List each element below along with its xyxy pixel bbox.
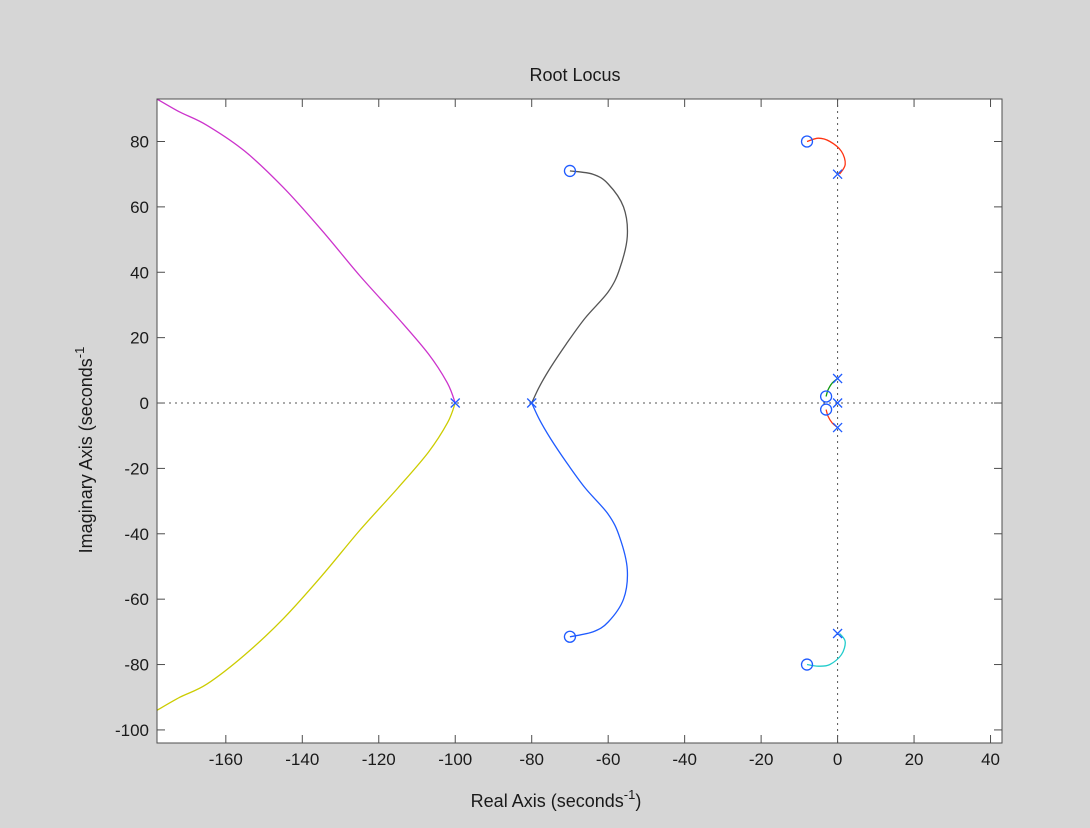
x-tick-label: -160 xyxy=(209,750,243,769)
pole-marker xyxy=(832,628,843,639)
zero-marker xyxy=(819,390,833,403)
tick-labels: -160 -140 -120 -100 -80 -60 -40 -20 0 20 40 -100 -80… xyxy=(115,132,1000,769)
y-tick-label: -60 xyxy=(124,590,149,609)
plot-area xyxy=(156,98,846,711)
x-axis-label-text: Real Axis (seconds xyxy=(471,791,624,811)
axis-ticks xyxy=(157,99,1002,743)
zero-marker xyxy=(563,164,577,178)
locus-branch-1 xyxy=(156,98,456,404)
x-tick-label: 40 xyxy=(981,750,1000,769)
x-tick-label: -40 xyxy=(672,750,697,769)
axes-background xyxy=(157,99,1002,743)
locus-branch-4 xyxy=(531,402,629,638)
zero-marker xyxy=(563,630,577,643)
y-tick-label: -20 xyxy=(124,459,149,478)
locus-branch-3 xyxy=(531,170,629,404)
y-axis-label-superscript: -1 xyxy=(72,347,87,359)
pole-marker xyxy=(450,398,461,408)
zero-marker xyxy=(819,403,833,416)
x-tick-label: -120 xyxy=(362,750,396,769)
pole-marker xyxy=(832,422,843,433)
x-tick-label: 20 xyxy=(905,750,924,769)
x-axis-label-close: ) xyxy=(635,791,641,811)
x-tick-label: -140 xyxy=(285,750,319,769)
pole-marker xyxy=(832,169,843,180)
chart-title: Root Locus xyxy=(529,65,620,85)
x-tick-label: -100 xyxy=(438,750,472,769)
zero-marker xyxy=(800,658,814,671)
y-tick-label: 60 xyxy=(130,198,149,217)
x-tick-label: -80 xyxy=(519,750,544,769)
x-tick-label: 0 xyxy=(833,750,842,769)
locus-branch-5 xyxy=(806,137,846,175)
y-axis-label-text: Imaginary Axis (seconds xyxy=(76,358,96,553)
y-tick-label: 40 xyxy=(130,263,149,282)
x-axis-label: Real Axis (seconds-1) xyxy=(471,787,642,811)
pole-marker xyxy=(832,373,843,384)
x-tick-label: -20 xyxy=(749,750,774,769)
axes-frame xyxy=(156,98,1003,744)
y-tick-label: -40 xyxy=(124,525,149,544)
y-axis-label: Imaginary Axis (seconds-1 xyxy=(72,347,96,554)
locus-branch-6 xyxy=(806,633,846,667)
y-tick-label: 0 xyxy=(140,394,149,413)
y-tick-label: -100 xyxy=(115,721,149,740)
locus-branch-2 xyxy=(156,402,456,711)
y-tick-label: 20 xyxy=(130,329,149,348)
pole-marker xyxy=(526,398,537,408)
zero-marker xyxy=(800,135,814,148)
x-axis-label-superscript: -1 xyxy=(624,787,636,802)
pole-marker xyxy=(832,398,843,408)
y-tick-label: -80 xyxy=(124,656,149,675)
y-tick-label: 80 xyxy=(130,132,149,151)
x-tick-label: -60 xyxy=(596,750,621,769)
